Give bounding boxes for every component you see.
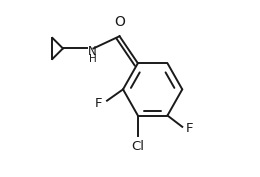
- Text: H: H: [89, 54, 96, 64]
- Text: F: F: [95, 97, 102, 110]
- Text: O: O: [114, 15, 125, 29]
- Text: N: N: [88, 45, 97, 58]
- Text: F: F: [186, 122, 193, 135]
- Text: Cl: Cl: [131, 140, 144, 153]
